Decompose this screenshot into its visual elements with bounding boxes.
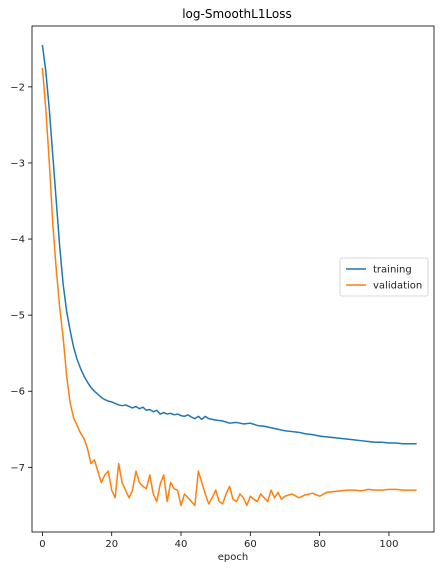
- series-layer: [41, 44, 417, 507]
- x-tick-label: 20: [105, 539, 118, 550]
- legend-label-training: training: [373, 265, 412, 276]
- x-tick-label: 80: [313, 539, 326, 550]
- x-tick-label: 100: [379, 539, 398, 550]
- y-tick-label: −7: [10, 463, 25, 474]
- y-tick-label: −4: [10, 235, 25, 246]
- x-axis: 0 20 40 60 80 100: [39, 532, 398, 550]
- series-line-training: [41, 44, 417, 445]
- x-tick-label: 60: [244, 539, 257, 550]
- legend: training validation: [339, 257, 429, 297]
- legend-label-validation: validation: [373, 281, 422, 292]
- y-tick-label: −5: [10, 311, 25, 322]
- chart-title: log-SmoothL1Loss: [182, 7, 292, 21]
- y-tick-label: −6: [10, 387, 25, 398]
- x-tick-label: 40: [175, 539, 188, 550]
- legend-box: [339, 257, 429, 297]
- x-axis-label: epoch: [218, 552, 248, 563]
- plot-frame: [31, 25, 435, 533]
- series-line-validation: [41, 67, 417, 507]
- y-tick-label: −3: [10, 158, 25, 169]
- y-axis: −2 −3 −4 −5 −6 −7: [10, 82, 32, 474]
- x-tick-label: 0: [39, 539, 45, 550]
- y-tick-label: −2: [10, 82, 25, 93]
